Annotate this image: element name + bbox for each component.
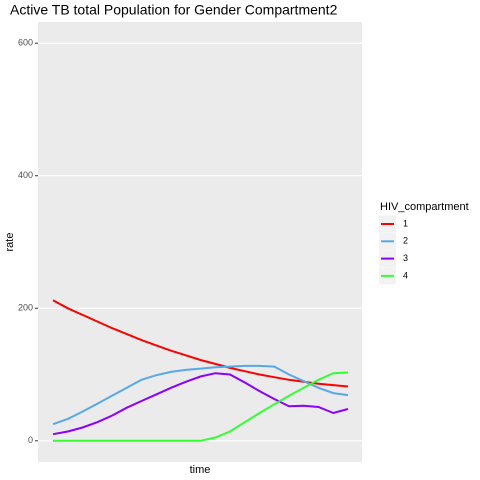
legend-title: HIV_compartment bbox=[380, 201, 469, 213]
line bbox=[52, 372, 349, 436]
y-tick-label: 200 bbox=[18, 303, 33, 313]
legend-label: 3 bbox=[403, 253, 408, 263]
legend-label: 1 bbox=[403, 218, 408, 228]
y-axis-label: rate bbox=[4, 233, 16, 252]
legend-label: 2 bbox=[403, 236, 408, 246]
y-tick-label: 600 bbox=[18, 38, 33, 48]
panel bbox=[38, 22, 362, 462]
line bbox=[52, 299, 349, 388]
line bbox=[52, 364, 349, 426]
x-axis-label: time bbox=[190, 464, 211, 476]
legend-label: 4 bbox=[403, 270, 408, 280]
line bbox=[53, 371, 349, 442]
y-tick-label: 0 bbox=[28, 435, 33, 445]
y-tick-label: 400 bbox=[18, 170, 33, 180]
chart-title: Active TB total Population for Gender Co… bbox=[10, 2, 338, 18]
